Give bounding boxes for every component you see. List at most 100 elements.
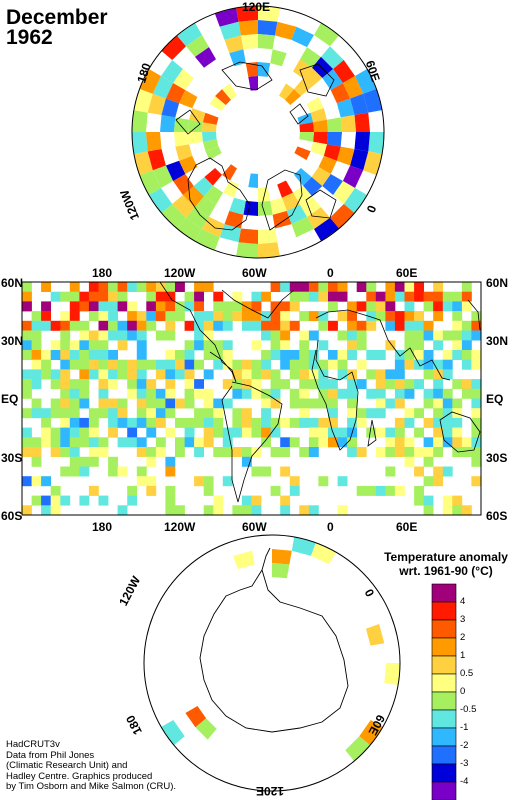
grid-cell [258, 20, 278, 36]
grid-cell [342, 76, 364, 99]
grid-cell [238, 20, 258, 36]
grid-cell [394, 282, 405, 292]
grid-cell [337, 291, 348, 302]
grid-cell [241, 301, 252, 312]
grid-cell [175, 398, 185, 409]
left-lat-60n: 60N [1, 276, 24, 290]
grid-cell [108, 398, 118, 409]
grid-cell [326, 132, 342, 147]
grid-cell [50, 408, 61, 419]
grid-cell [471, 359, 481, 370]
legend-swatch [431, 583, 457, 603]
grid-cell [336, 146, 355, 166]
grid-cell [165, 83, 186, 104]
grid-cell [165, 160, 186, 181]
grid-cell [165, 282, 176, 292]
grid-cell [375, 301, 386, 312]
grid-cell [452, 398, 463, 409]
grid-cell [155, 408, 166, 419]
grid-cell [270, 427, 281, 438]
grid-cell [404, 456, 415, 467]
grid-cell [347, 311, 357, 322]
grid-cell [394, 320, 405, 331]
grid-cell [136, 350, 147, 360]
legend-swatch [431, 601, 457, 621]
grid-cell [79, 417, 90, 428]
south-polar-border [143, 534, 401, 792]
grid-cell [385, 291, 396, 302]
grid-cell [147, 93, 166, 115]
grid-cell [433, 427, 444, 438]
grid-cell [22, 350, 32, 360]
legend-swatch [431, 673, 457, 693]
grid-cell [69, 291, 80, 302]
grid-cell [404, 320, 415, 331]
bottom-lon-180: 180 [92, 520, 113, 534]
grid-cell [69, 379, 80, 390]
grid-cell [258, 34, 275, 50]
grid-cell [280, 350, 291, 360]
grid-cell [384, 663, 400, 686]
grid-cell [222, 340, 233, 351]
grid-cell [79, 427, 90, 438]
grid-cell [394, 379, 405, 390]
legend-swatch [431, 709, 457, 729]
grid-cell [50, 320, 61, 331]
grid-cell [161, 720, 185, 746]
grid-cell [461, 447, 472, 457]
grid-cell [337, 311, 348, 322]
grid-cell [404, 311, 415, 322]
grid-cell [22, 369, 32, 380]
grid-cell [328, 398, 338, 409]
grid-cell [79, 359, 90, 370]
grid-cell [165, 495, 176, 506]
world-map-cells [22, 282, 481, 515]
grid-cell [433, 417, 444, 428]
grid-cell [195, 718, 217, 740]
grid-cell [155, 417, 166, 428]
grid-cell [108, 427, 118, 438]
grid-cell [224, 35, 244, 54]
grid-cell [31, 437, 42, 448]
grid-cell [414, 350, 424, 360]
grid-cell [165, 320, 176, 331]
grid-cell [356, 340, 367, 351]
grid-cell [184, 369, 195, 380]
grid-cell [202, 112, 219, 125]
grid-cell [461, 301, 472, 312]
grid-cell [219, 224, 241, 243]
grid-cell [308, 427, 319, 438]
grid-cell [108, 456, 118, 467]
grid-cell [175, 359, 185, 370]
grid-cell [41, 408, 51, 419]
grid-cell [194, 311, 204, 322]
grid-cell [209, 96, 226, 111]
grid-cell [394, 291, 405, 302]
grid-cell [139, 69, 161, 94]
grid-cell [328, 282, 338, 292]
grid-cell [133, 151, 153, 176]
grid-cell [270, 49, 287, 67]
grid-cell [175, 417, 185, 428]
grid-cell [213, 350, 224, 360]
grid-cell [136, 476, 147, 487]
grid-cell [165, 388, 176, 399]
grid-cell [311, 542, 336, 565]
grid-cell [41, 476, 51, 487]
grid-cell [280, 359, 291, 370]
grid-cell [277, 180, 293, 198]
grid-cell [117, 330, 128, 341]
credit-line: Data from Phil Jones [6, 749, 95, 761]
grid-cell [222, 437, 233, 448]
grid-cell [442, 301, 453, 312]
grid-cell [414, 291, 424, 302]
grid-cell [98, 311, 109, 322]
top-lon-120w: 120W [164, 266, 196, 280]
grid-cell [280, 417, 291, 428]
grid-cell [69, 398, 80, 409]
grid-cell [303, 67, 323, 87]
grid-cell [117, 369, 128, 380]
left-lat-eq: EQ [1, 392, 19, 406]
grid-cell [375, 369, 386, 380]
grid-cell [69, 437, 80, 448]
